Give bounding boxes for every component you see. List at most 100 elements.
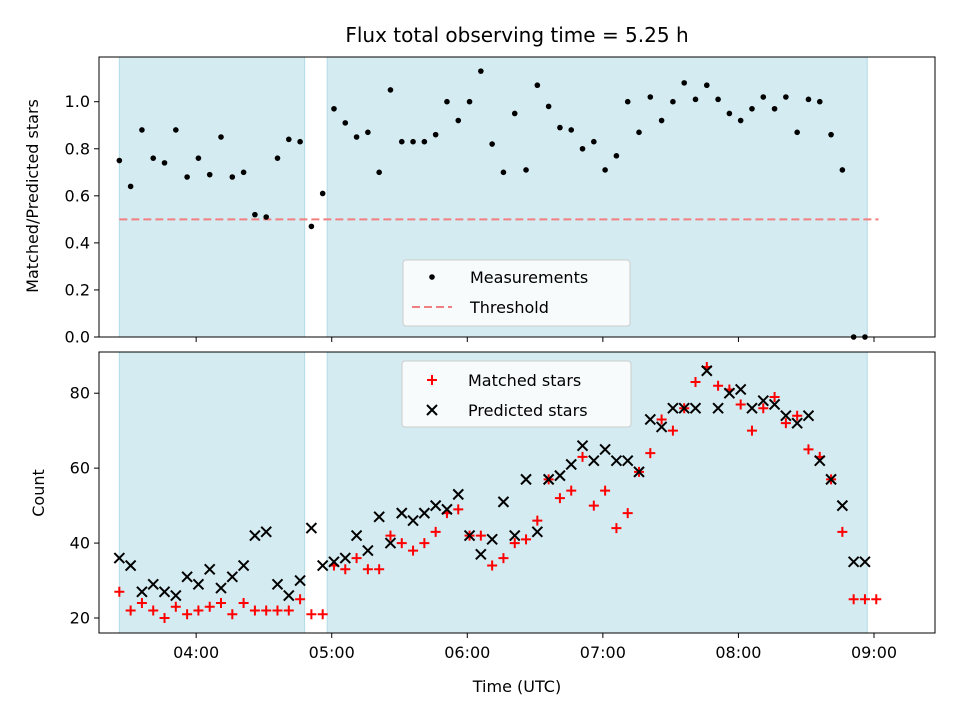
matched-point	[566, 485, 577, 496]
measurement-point	[647, 94, 654, 100]
matched-point	[204, 601, 215, 612]
legend-box	[401, 360, 632, 428]
matched-point	[577, 451, 588, 462]
predicted-point	[802, 409, 815, 422]
predicted-point	[667, 402, 679, 414]
measurement-point	[116, 157, 123, 164]
matched-point	[148, 605, 159, 616]
measurement-point	[613, 153, 620, 159]
predicted-point	[825, 473, 837, 486]
matched-point	[272, 605, 283, 616]
predicted-point	[509, 529, 521, 542]
measurement-point	[161, 160, 168, 166]
y-axis-title-bottom: Count	[29, 469, 48, 517]
predicted-point	[520, 473, 532, 486]
matched-point	[588, 500, 599, 511]
measurement-point	[127, 183, 134, 190]
measurement-point	[749, 105, 755, 112]
matched-point	[611, 523, 622, 534]
matched-point	[216, 598, 227, 609]
measurement-point	[421, 138, 428, 145]
measurement-point	[252, 211, 258, 218]
matched-point	[453, 504, 464, 515]
matched-point	[769, 391, 780, 402]
measurement-point	[139, 127, 145, 133]
matched-point	[848, 594, 859, 605]
predicted-point	[689, 402, 702, 414]
predicted-point	[362, 544, 374, 557]
matched-point	[170, 601, 181, 612]
measurement-point	[828, 131, 834, 138]
legend-predicted-label: Predicted stars	[468, 401, 588, 420]
predicted-point	[192, 578, 205, 591]
predicted-point	[531, 526, 544, 538]
predicted-point	[305, 522, 318, 534]
measurement-point	[760, 94, 767, 100]
predicted-point	[384, 537, 397, 549]
predicted-point	[486, 533, 498, 546]
measurement-point	[206, 171, 213, 178]
measurement-point	[444, 98, 450, 105]
axes-frame	[98, 56, 936, 338]
predicted-point	[791, 417, 803, 429]
measurement-point	[839, 167, 846, 173]
predicted-point	[554, 469, 566, 482]
matched-point	[340, 564, 351, 575]
predicted-point	[475, 548, 487, 561]
measurement-point	[308, 223, 315, 230]
matched-point	[600, 485, 611, 496]
predicted-point	[429, 499, 442, 512]
predicted-point	[588, 454, 600, 467]
measurement-point	[489, 141, 495, 147]
measurement-point	[692, 96, 699, 103]
matched-point	[408, 545, 419, 556]
matched-point	[487, 560, 498, 571]
predicted-point	[147, 578, 159, 591]
matched-point	[532, 515, 543, 526]
predicted-point	[249, 529, 261, 542]
predicted-point	[271, 578, 284, 591]
x-tick-label: 06:00	[444, 643, 490, 662]
measurement-point	[331, 105, 337, 112]
observing-window-1	[118, 56, 306, 338]
matched-point	[238, 598, 249, 609]
x-axis-title: Time (UTC)	[472, 677, 561, 696]
matched-point	[419, 538, 430, 549]
matched-point	[306, 609, 317, 620]
measurement-point	[263, 214, 270, 220]
matched-point	[362, 564, 373, 575]
matched-point	[690, 376, 701, 387]
measurement-point	[353, 134, 360, 140]
matched-point	[792, 410, 803, 421]
measurement-point	[681, 80, 687, 86]
measurement-point	[432, 131, 439, 138]
matched-point	[396, 538, 407, 549]
matched-point	[125, 605, 136, 616]
predicted-point	[350, 529, 363, 542]
measurement-point	[500, 169, 507, 176]
predicted-point	[339, 552, 351, 564]
matched-point	[374, 564, 385, 575]
measurement-point	[274, 155, 281, 161]
predicted-point	[294, 574, 306, 587]
matched-point	[622, 508, 633, 519]
measurement-point	[737, 117, 744, 124]
matched-point	[871, 594, 882, 605]
axes-frame	[98, 351, 936, 634]
predicted-point	[622, 454, 634, 467]
predicted-point	[610, 454, 623, 467]
predicted-point	[746, 402, 758, 414]
matched-point	[837, 526, 848, 537]
x-tick-label: 09:00	[851, 643, 897, 662]
matched-point	[554, 493, 565, 504]
measurement-point	[703, 82, 710, 89]
y-tick-label: 0.2	[65, 280, 90, 299]
matched-point	[713, 380, 724, 391]
y-tick-label: 20	[70, 609, 90, 628]
measurement-point	[805, 96, 812, 103]
predicted-point	[780, 409, 792, 422]
matched-point	[261, 605, 272, 616]
predicted-point	[768, 398, 781, 411]
predicted-point	[565, 458, 577, 471]
observing-window-1	[118, 351, 306, 634]
